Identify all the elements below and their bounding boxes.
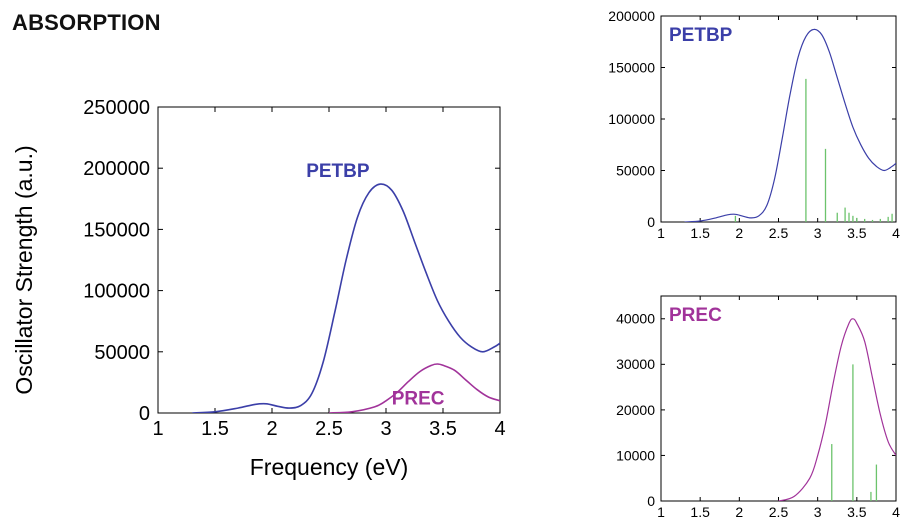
y-tick-label: 150000	[83, 219, 150, 241]
x-tick-label: 3	[814, 225, 822, 241]
series-line-petbp	[192, 183, 500, 413]
y-tick-label: 0	[647, 493, 655, 509]
series-line-petbp	[684, 28, 896, 222]
x-tick-label: 1	[657, 504, 665, 520]
main-chart: 1 1.5 2 2.5 3 3.5 4 0 50000 100000 150000 200000 250…	[11, 97, 506, 480]
y-tick-label: 100000	[608, 111, 655, 127]
petbp-chart: 1 1.5 2 2.5 3 3.5 4 0 50000 100000 150000 200000 PET…	[608, 8, 900, 241]
prec-chart: 1 1.5 2 2.5 3 3.5 4 0 10000 20000 30000 40000 PREC	[616, 295, 900, 520]
y-tick-label: 0	[139, 403, 150, 425]
page-title: ABSORPTION	[12, 10, 161, 35]
x-tick-label: 1.5	[690, 225, 710, 241]
x-tick-label: 3.5	[847, 504, 867, 520]
series-line-prec	[778, 318, 896, 501]
y-tick-label: 0	[647, 214, 655, 230]
y-tick-label: 100000	[83, 281, 150, 303]
plot-frame	[660, 15, 897, 223]
plot-frame	[660, 295, 897, 502]
x-tick-label: 1	[152, 418, 163, 440]
x-tick-label: 2.5	[769, 504, 789, 520]
y-tick-label: 20000	[616, 402, 655, 418]
series-annotation: PETBP	[306, 161, 370, 182]
y-tick-label: 30000	[616, 356, 655, 372]
x-tick-label: 2	[735, 504, 743, 520]
y-tick-label: 50000	[616, 162, 655, 178]
x-tick-label: 2	[266, 418, 277, 440]
y-tick-label: 200000	[83, 158, 150, 180]
x-tick-label: 1	[657, 225, 665, 241]
y-tick-label: 200000	[608, 8, 655, 24]
y-tick-label: 40000	[616, 311, 655, 327]
panel-title: PETBP	[669, 25, 733, 46]
x-tick-label: 1.5	[690, 504, 710, 520]
y-tick-label: 50000	[94, 342, 150, 364]
x-tick-label: 3	[814, 504, 822, 520]
x-tick-label: 3.5	[429, 418, 457, 440]
series-annotation: PREC	[392, 388, 445, 409]
y-tick-label: 250000	[83, 97, 150, 119]
y-tick-label: 150000	[608, 59, 655, 75]
series-line-prec	[328, 363, 500, 413]
panel-title: PREC	[669, 305, 722, 326]
x-tick-label: 4	[892, 504, 900, 520]
y-axis-label: Oscillator Strength (a.u.)	[11, 145, 37, 394]
y-tick-label: 10000	[616, 447, 655, 463]
x-tick-label: 4	[494, 418, 505, 440]
x-tick-label: 3.5	[847, 225, 867, 241]
x-tick-label: 4	[892, 225, 900, 241]
x-tick-label: 1.5	[201, 418, 229, 440]
x-tick-label: 3	[380, 418, 391, 440]
x-tick-label: 2.5	[315, 418, 343, 440]
x-tick-label: 2.5	[769, 225, 789, 241]
x-tick-label: 2	[735, 225, 743, 241]
x-axis-label: Frequency (eV)	[250, 454, 409, 480]
